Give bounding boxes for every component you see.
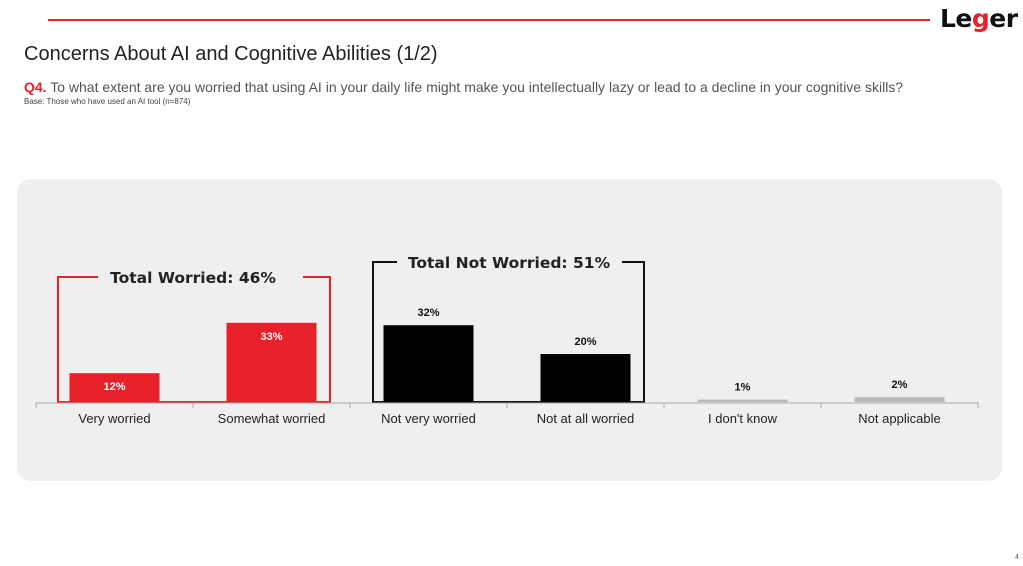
question-number: Q4. [24, 79, 47, 95]
bar-not-applicable [854, 397, 945, 402]
chart-panel [17, 179, 1002, 481]
bar-dont-know [697, 399, 788, 402]
total-not-worried-label: Total Not Worried: 51% [408, 254, 611, 272]
value-label-somewhat-worried: 33% [260, 331, 282, 343]
value-label-dont-know: 1% [735, 382, 751, 394]
question: Q4. To what extent are you worried that … [24, 79, 903, 95]
bar-not-at-all-worried [540, 354, 631, 402]
leger-logo: Leger [940, 4, 1018, 33]
value-label-very-worried: 12% [103, 381, 125, 393]
category-label-not-applicable: Not applicable [858, 411, 940, 426]
bars-layer: 12% 33% 32% 20% 1% 2% [69, 307, 945, 402]
bar-not-very-worried [383, 325, 474, 402]
category-label-not-very-worried: Not very worried [381, 411, 476, 426]
question-text: To what extent are you worried that usin… [46, 79, 904, 95]
total-worried-label: Total Worried: 46% [110, 269, 276, 287]
category-labels: Very worried Somewhat worried Not very wor… [78, 411, 940, 426]
page-title: Concerns About AI and Cognitive Abilitie… [24, 43, 438, 65]
value-label-not-applicable: 2% [892, 379, 908, 391]
category-label-not-at-all-worried: Not at all worried [537, 411, 635, 426]
category-label-somewhat-worried: Somewhat worried [218, 411, 326, 426]
worried-bracket: Total Worried: 46% [57, 269, 331, 403]
value-label-not-at-all-worried: 20% [574, 336, 596, 348]
page-number: 4 [1015, 554, 1019, 561]
not-worried-bracket: Total Not Worried: 51% [372, 254, 645, 403]
x-ticks [35, 403, 979, 408]
category-label-dont-know: I don't know [708, 411, 778, 426]
value-label-not-very-worried: 32% [417, 307, 439, 319]
category-label-very-worried: Very worried [78, 411, 150, 426]
base-note: Base: Those who have used an AI tool (n=… [24, 97, 191, 106]
header-rule [48, 19, 930, 21]
bar-very-worried [69, 373, 160, 402]
bar-somewhat-worried [226, 322, 317, 402]
